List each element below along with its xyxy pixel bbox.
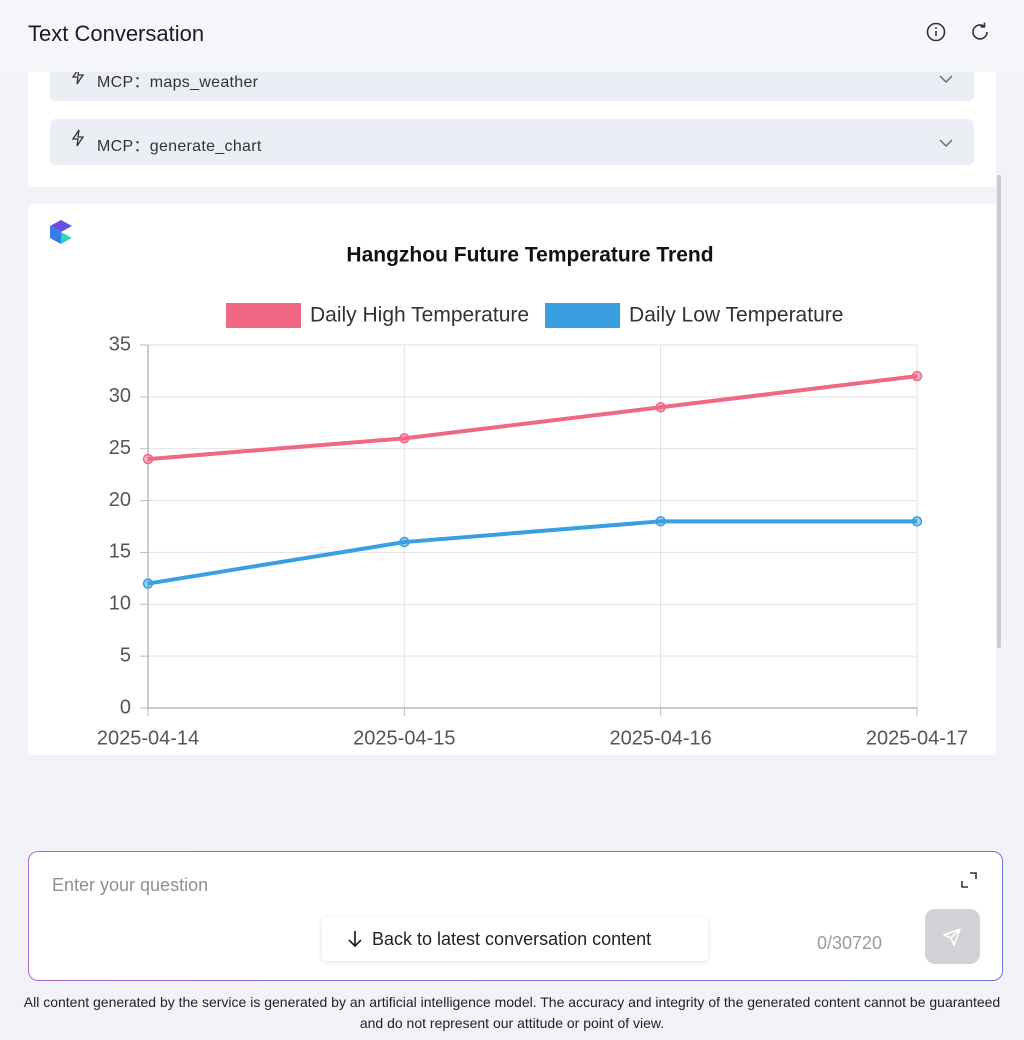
back-to-latest-button[interactable]: Back to latest conversation content bbox=[322, 917, 708, 961]
data-point bbox=[399, 536, 410, 548]
data-point bbox=[399, 433, 410, 444]
expand-button[interactable] bbox=[959, 870, 979, 890]
series-line bbox=[147, 519, 917, 586]
back-to-latest-label: Back to latest conversation content bbox=[372, 929, 652, 949]
tool-label: MCP：maps_weather bbox=[97, 74, 259, 91]
legend-label: Daily Low Temperature bbox=[629, 304, 843, 327]
input-box[interactable] bbox=[28, 851, 1003, 981]
scrollbar[interactable] bbox=[997, 175, 1001, 648]
chart: Hangzhou Future Temperature Trend 0 5 10 15… bbox=[97, 244, 968, 750]
info-button[interactable] bbox=[925, 21, 947, 43]
y-tick-label: 35 bbox=[109, 333, 131, 355]
header-title: Text Conversation bbox=[28, 21, 205, 46]
disclaimer: All content generated by the service is … bbox=[23, 994, 1001, 1031]
y-tick-label: 30 bbox=[109, 385, 131, 407]
y-tick-label: 0 bbox=[120, 696, 131, 718]
y-tick-label: 10 bbox=[109, 593, 131, 615]
x-tick-label: 2025-04-15 bbox=[353, 727, 455, 749]
y-tick-label: 5 bbox=[120, 644, 131, 666]
char-counter: 0/30720 bbox=[817, 933, 883, 953]
x-tick-label: 2025-04-16 bbox=[610, 727, 712, 749]
legend-swatch bbox=[226, 303, 301, 328]
refresh-button[interactable] bbox=[969, 21, 991, 43]
chart-title: Hangzhou Future Temperature Trend bbox=[346, 244, 713, 267]
data-point bbox=[911, 370, 923, 382]
legend-swatch bbox=[545, 303, 621, 328]
y-tick-label: 15 bbox=[109, 541, 131, 563]
send-button[interactable] bbox=[925, 909, 980, 964]
legend-label: Daily High Temperature bbox=[310, 304, 529, 327]
x-tick-label: 2025-04-14 bbox=[97, 727, 199, 749]
series-line bbox=[147, 374, 918, 462]
input-placeholder: Enter your question bbox=[52, 875, 209, 895]
y-tick-label: 25 bbox=[109, 437, 131, 459]
data-point bbox=[655, 401, 666, 413]
data-point bbox=[142, 578, 154, 589]
data-point bbox=[911, 516, 923, 527]
tool-label: MCP：generate_chart bbox=[97, 138, 262, 155]
y-tick-label: 20 bbox=[109, 489, 131, 511]
assistant-logo bbox=[50, 220, 72, 244]
x-tick-label: 2025-04-17 bbox=[866, 727, 968, 749]
header: Text Conversation bbox=[0, 0, 1024, 72]
data-point bbox=[142, 453, 154, 465]
data-point bbox=[655, 516, 666, 527]
chart-card bbox=[28, 204, 996, 755]
tool-row[interactable]: MCP：generate_chart bbox=[50, 119, 974, 165]
